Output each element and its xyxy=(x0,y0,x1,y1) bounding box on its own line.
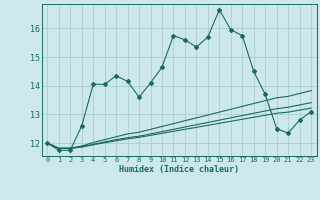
X-axis label: Humidex (Indice chaleur): Humidex (Indice chaleur) xyxy=(119,165,239,174)
